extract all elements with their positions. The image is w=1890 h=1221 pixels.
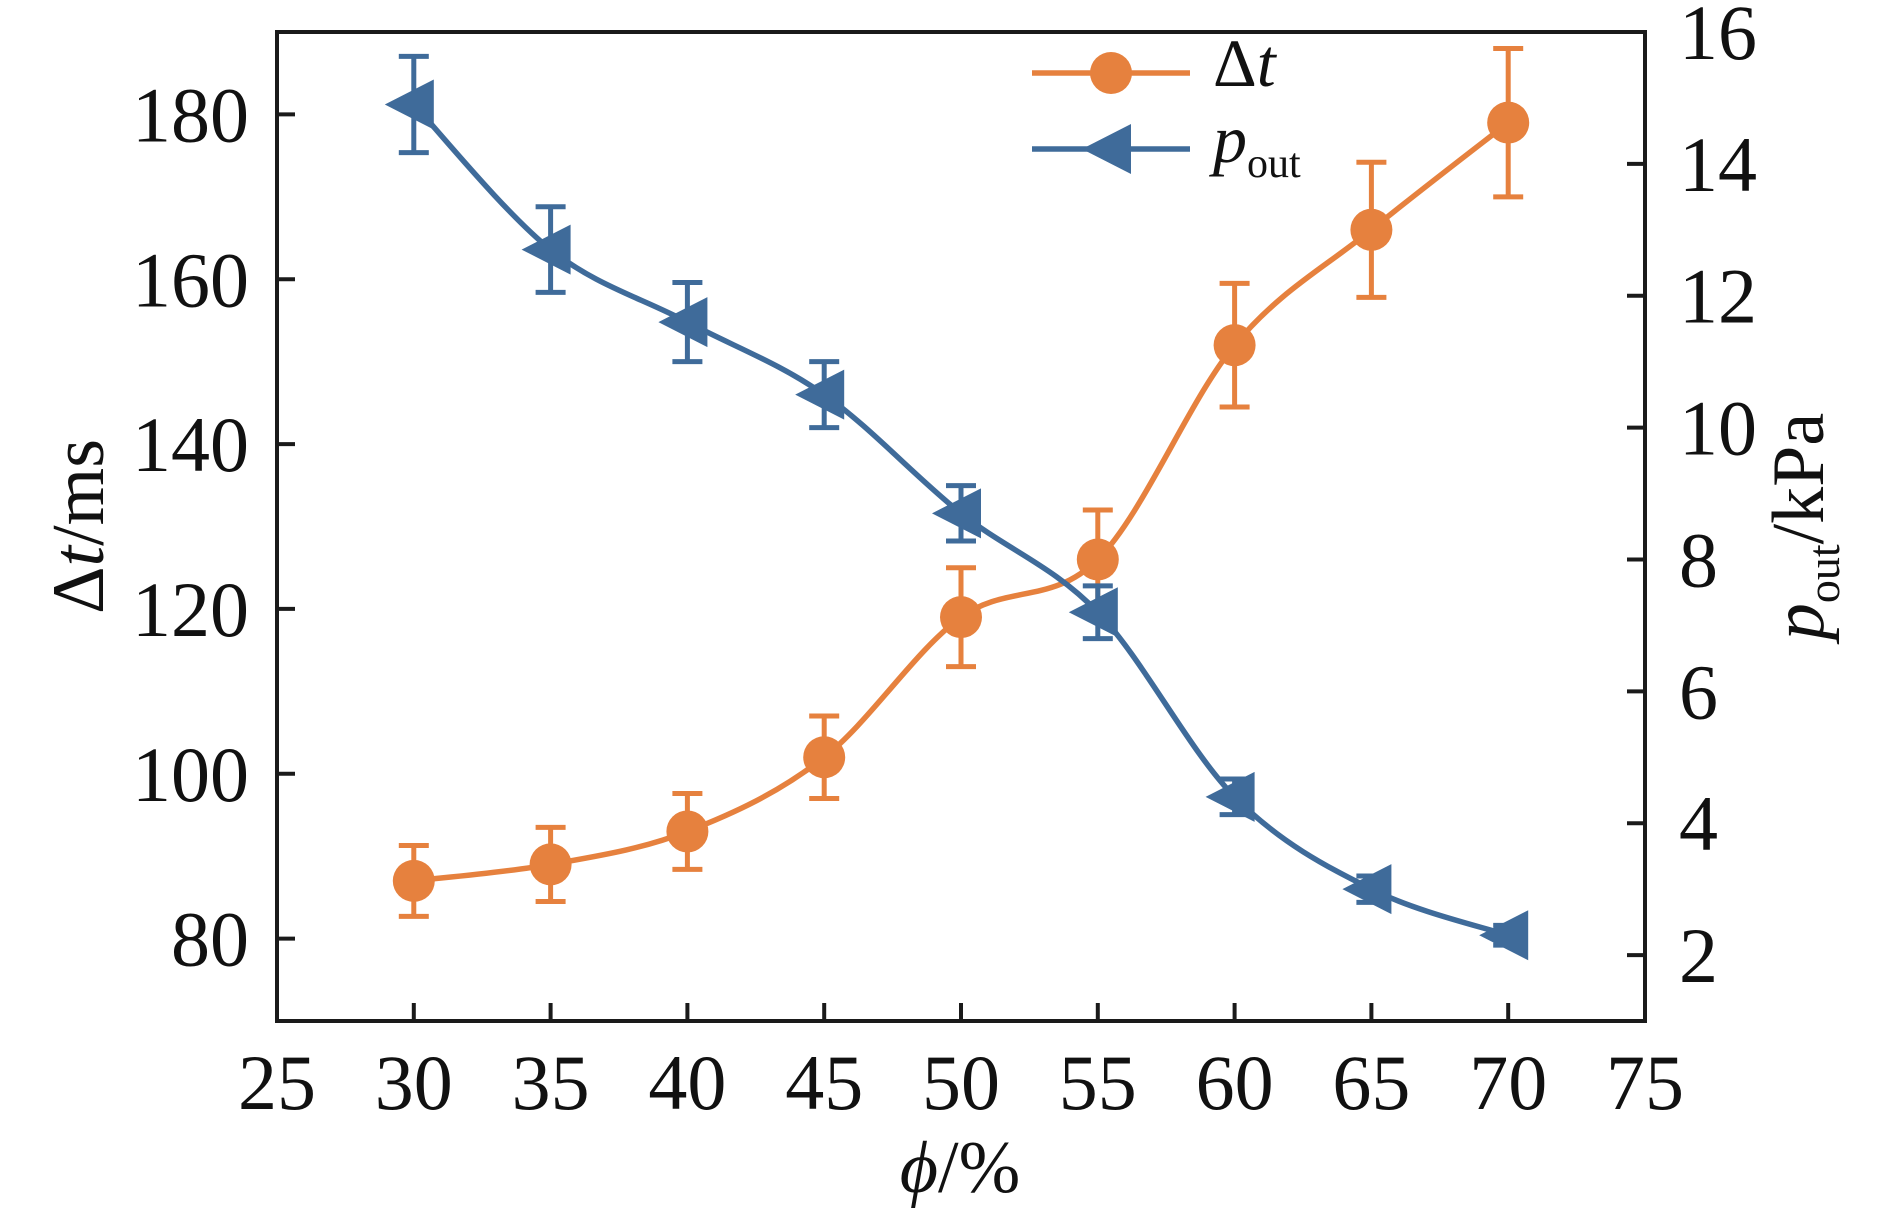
- y-right-tick-label: 6: [1679, 648, 1718, 735]
- y-left-tick-label: 80: [171, 896, 249, 983]
- x-tick-label: 35: [512, 1039, 590, 1126]
- series-dt-marker: [940, 596, 982, 639]
- series-dt-marker: [1213, 324, 1256, 367]
- y-axis-label-left-part: /ms: [38, 439, 120, 546]
- series-dt-marker: [1487, 101, 1530, 144]
- series-pout-marker: [384, 79, 434, 130]
- x-tick-label: 55: [1059, 1039, 1137, 1126]
- y-right-tick-label: 12: [1679, 253, 1757, 340]
- legend-label-pout-part: p: [1209, 101, 1247, 177]
- y-right-tick-label: 2: [1679, 912, 1718, 999]
- y-axis-label-right-part: p: [1758, 603, 1840, 645]
- legend-label-pout-part: out: [1247, 141, 1301, 187]
- series-dt-line: [413, 120, 1510, 884]
- y-left-tick-label: 100: [132, 731, 249, 818]
- legend-item-dt: Δt: [1032, 25, 1278, 101]
- series-dt-marker: [803, 736, 846, 779]
- legend-label-dt: Δt: [1213, 25, 1278, 101]
- series-pout-marker: [795, 369, 845, 420]
- legend-label-pout: pout: [1209, 101, 1301, 187]
- x-tick-label: 70: [1469, 1039, 1547, 1126]
- y-right-tick-label: 16: [1679, 0, 1757, 76]
- y-axis-label-left-part: t: [38, 543, 120, 566]
- x-tick-label: 50: [922, 1039, 1000, 1126]
- y-axis-label-right-part: out: [1798, 544, 1849, 603]
- x-tick-label: 65: [1332, 1039, 1410, 1126]
- series-dt-marker: [1076, 538, 1119, 581]
- x-axis-label: ϕ/%: [900, 1127, 1021, 1209]
- series-pout-marker: [932, 488, 981, 539]
- series-pout-marker: [1068, 587, 1118, 638]
- y-axis-label-right-part: /kPa: [1758, 413, 1840, 545]
- y-axis-label-left: Δt/ms: [38, 439, 120, 614]
- legend-item-pout: pout: [1032, 101, 1301, 187]
- series-pout-marker: [1205, 771, 1255, 822]
- series-dt-marker: [1350, 208, 1393, 251]
- x-tick-label: 25: [238, 1039, 316, 1126]
- x-tick-label: 30: [375, 1039, 453, 1126]
- y-left-tick-label: 160: [132, 236, 249, 323]
- x-axis-label-part: /%: [938, 1127, 1020, 1209]
- series-dt-marker: [529, 843, 572, 886]
- series-pout-marker: [1342, 864, 1392, 915]
- legend-label-dt-part: Δ: [1213, 25, 1257, 101]
- y-left-tick-label: 120: [132, 566, 249, 653]
- x-tick-label: 75: [1606, 1039, 1684, 1126]
- y-right-tick-label: 14: [1679, 121, 1757, 208]
- x-tick-label: 60: [1196, 1039, 1274, 1126]
- x-axis-label-part: ϕ: [900, 1127, 938, 1209]
- y-axis-label-left-part: Δ: [38, 566, 120, 614]
- y-right-tick-label: 4: [1679, 780, 1718, 867]
- y-axis-label-right: pout/kPa: [1758, 413, 1849, 645]
- y-right-tick-label: 8: [1679, 516, 1718, 603]
- y-left-tick-label: 180: [132, 71, 249, 158]
- series-pout-marker: [521, 224, 571, 275]
- x-tick-label: 45: [785, 1039, 863, 1126]
- y-right-tick-label: 10: [1679, 385, 1757, 472]
- series-dt-marker: [666, 810, 709, 853]
- series-pout-marker: [1479, 910, 1529, 961]
- y-left-tick-label: 140: [132, 401, 249, 488]
- series-pout-marker: [658, 297, 708, 348]
- legend-marker-dt: [1090, 52, 1132, 94]
- series-dt-marker: [392, 859, 435, 902]
- x-tick-label: 40: [648, 1039, 726, 1126]
- legend-marker-pout: [1082, 124, 1131, 174]
- legend-label-dt-part: t: [1257, 25, 1278, 101]
